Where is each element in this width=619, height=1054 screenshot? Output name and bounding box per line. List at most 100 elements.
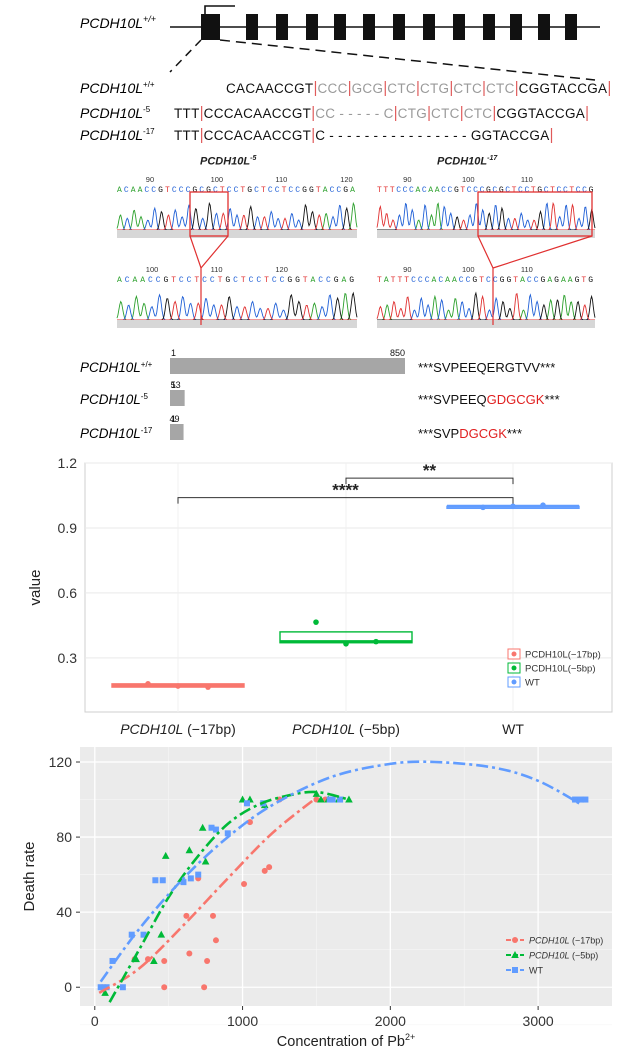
chromatogram-base: C: [411, 276, 416, 285]
chromatogram-base: A: [342, 276, 347, 285]
chromatogram-base: T: [282, 186, 287, 195]
chromatogram-title-right: PCDH10L-17: [437, 155, 498, 168]
chromatogram-baseline: [117, 320, 357, 328]
chromatogram-base: G: [349, 276, 354, 285]
box-point-0: [145, 681, 151, 687]
scatter-fit-line-0: [98, 796, 318, 995]
chromatogram-baseline: [117, 230, 357, 238]
alignment-seq-0-3: CTC: [387, 81, 416, 96]
highlight-lines-left: [189, 235, 229, 325]
chromatogram-base: C: [249, 276, 254, 285]
scatter-xlabel-text: Concentration of Pb: [277, 1034, 405, 1050]
zoom-line-right: [219, 39, 596, 81]
chromatogram-tick-left-top: 110: [275, 175, 287, 184]
chromatogram-base: C: [492, 186, 497, 195]
chromatogram-base: C: [473, 186, 478, 195]
chromatogram-base: T: [391, 276, 396, 285]
boxplot-xtick-0: PCDH10L (−17bp): [120, 721, 236, 737]
box-point-1: [343, 640, 349, 647]
chromatogram-base: C: [144, 186, 149, 195]
scatter-point-2: [243, 800, 250, 807]
chromatogram-base: A: [350, 186, 355, 195]
protein-start-2: 1: [171, 414, 176, 424]
scatter-panel: 0 40 80 120 0 1000 2000 3000 Concentration of Pb…: [21, 747, 612, 1050]
protein-label-1: PCDH10L-5: [80, 392, 148, 407]
chromatogram-base: C: [151, 186, 156, 195]
chromatogram-base: G: [506, 276, 511, 285]
chromatogram-base: A: [117, 276, 122, 285]
chromatogram-base: T: [513, 276, 518, 285]
chromatogram-base: A: [415, 186, 420, 195]
alignment-seq-0-5: CTC: [453, 81, 482, 96]
alignment-seq-0-7: CGGTACCGA: [519, 81, 608, 96]
scatter-point-2: [97, 984, 104, 991]
chromatogram-base: C: [448, 186, 453, 195]
chromatogram-base: C: [213, 186, 218, 195]
protein-label-0: PCDH10L+/+: [80, 360, 153, 375]
chromatogram-base: G: [499, 186, 504, 195]
chromatogram-base: C: [582, 186, 587, 195]
chromatogram-base: T: [377, 186, 382, 195]
alignment-seq-2-2: C - - - - - - - - - - - - - - - - GGTACC…: [315, 128, 549, 143]
alignment-seq-2-0: TTT: [174, 128, 200, 143]
protein-start-1: 1: [171, 380, 176, 390]
exon-4: [306, 14, 318, 40]
chromatogram-base: C: [288, 186, 293, 195]
boxplot-ytick: 0.6: [58, 585, 78, 601]
scatter-legend-label-1: PCDH10L (−5bp): [529, 951, 598, 961]
alignment-seq-2-1: CCCACAACCGT: [204, 128, 312, 143]
chromatogram-base: A: [445, 276, 450, 285]
chromatogram-base: G: [486, 186, 491, 195]
exon-13: [565, 14, 577, 40]
chromatogram-base: G: [575, 276, 580, 285]
chromatogram-base: C: [336, 186, 341, 195]
alignment-seq-1-3: CTG: [398, 106, 427, 121]
scatter-point-1: [312, 789, 321, 797]
chromatogram-base: C: [438, 276, 443, 285]
chromatogram-base: A: [520, 276, 525, 285]
chromatogram-tick-left-bottom: 100: [146, 265, 159, 274]
chromatogram-base: T: [171, 276, 176, 285]
alignment-label-2: PCDH10L-17: [80, 127, 155, 143]
boxplot-xtick-gene: PCDH10L: [120, 721, 183, 737]
scatter-legend-suffix: (−5bp): [570, 951, 599, 961]
chromatogram-base: C: [544, 186, 549, 195]
scatter-point-2: [208, 824, 215, 831]
alignment-label-2-gene: PCDH10L: [80, 127, 143, 143]
protein-end-0: 850: [390, 348, 405, 358]
boxplot-legend-dot-2: [511, 679, 517, 685]
scatter-point-1: [101, 988, 109, 996]
chromatogram-base: C: [280, 276, 285, 285]
chromatogram-base: A: [452, 276, 457, 285]
chromatogram-base: C: [527, 276, 532, 285]
chromatogram-base: C: [210, 276, 215, 285]
protein-end-1: 53: [171, 380, 181, 390]
chromatogram-base: C: [326, 276, 331, 285]
chromatogram-base: A: [547, 276, 552, 285]
chromatogram-base: G: [158, 186, 163, 195]
protein-end-2: 49: [170, 414, 180, 424]
chromatogram-base: T: [550, 186, 555, 195]
box-point-2: [540, 502, 546, 509]
scatter-point-0: [201, 984, 208, 991]
alignment-label-0-sup: +/+: [143, 80, 155, 89]
boxplot-legend-label-2: WT: [525, 678, 540, 689]
chromatogram-base: C: [179, 186, 184, 195]
box-point-2: [510, 503, 516, 510]
scatter-legend-marker-0: [512, 937, 518, 943]
protein-label-2-gene: PCDH10L: [80, 426, 141, 441]
chromatogram-base: C: [459, 276, 464, 285]
exon-5: [334, 14, 346, 40]
exon-6: [363, 14, 375, 40]
chromatogram-base: T: [165, 186, 170, 195]
protein-seq-black: ***SVP: [418, 426, 459, 441]
chromatogram-base: T: [303, 276, 308, 285]
chromatogram-base: A: [140, 276, 145, 285]
scatter-point-0: [204, 957, 211, 964]
chromatogram-base: T: [261, 186, 266, 195]
scatter-point-2: [119, 984, 126, 991]
significance-label-1: **: [423, 461, 437, 480]
chromatogram-base: A: [568, 276, 573, 285]
boxplot-xtick-suffix: (−17bp): [183, 721, 236, 737]
